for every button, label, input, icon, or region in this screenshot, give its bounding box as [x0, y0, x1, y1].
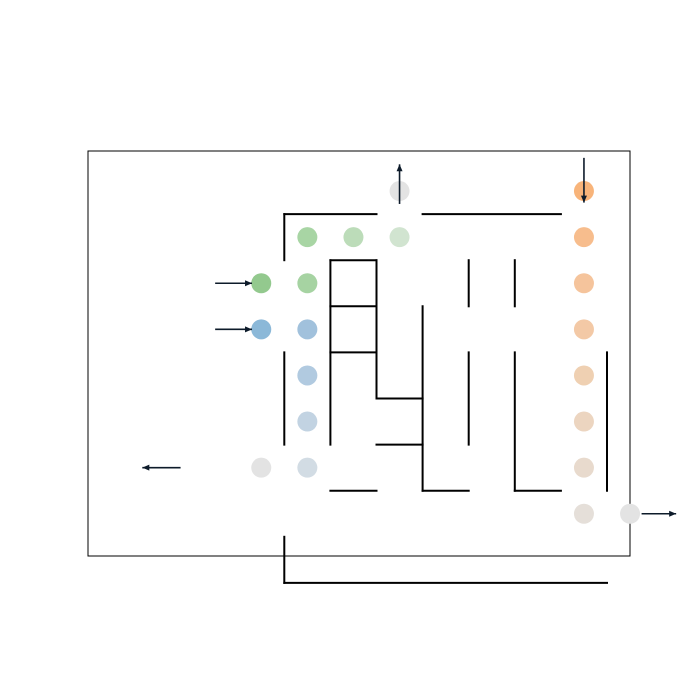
arrow-head	[396, 164, 403, 172]
arrow-right	[641, 510, 677, 517]
path-marker	[573, 503, 594, 524]
path-marker	[620, 503, 641, 524]
path-marker	[297, 273, 318, 294]
path-marker	[251, 319, 272, 340]
path-marker	[573, 319, 594, 340]
path-marker	[389, 227, 410, 248]
arrow-head	[245, 280, 253, 287]
path-markers	[251, 181, 641, 524]
path-marker	[297, 319, 318, 340]
path-marker	[573, 227, 594, 248]
arrow-head	[245, 326, 253, 333]
plot-frame	[87, 150, 631, 557]
arrow-head	[669, 510, 677, 517]
path-marker	[573, 411, 594, 432]
arrow-head	[580, 195, 587, 203]
arrow-down	[580, 157, 587, 203]
path-marker	[297, 457, 318, 478]
path-marker	[251, 457, 272, 478]
maze-walls	[283, 213, 608, 584]
path-marker	[251, 273, 272, 294]
arrow-right	[215, 280, 253, 287]
arrow-right	[215, 326, 253, 333]
path-marker	[343, 227, 364, 248]
arrow-left	[142, 464, 181, 471]
arrow-up	[396, 164, 403, 204]
path-marker	[297, 227, 318, 248]
path-marker	[573, 273, 594, 294]
path-arrows	[142, 157, 677, 517]
arrow-head	[142, 464, 150, 471]
path-marker	[573, 365, 594, 386]
path-marker	[297, 411, 318, 432]
path-marker	[573, 457, 594, 478]
path-marker	[297, 365, 318, 386]
